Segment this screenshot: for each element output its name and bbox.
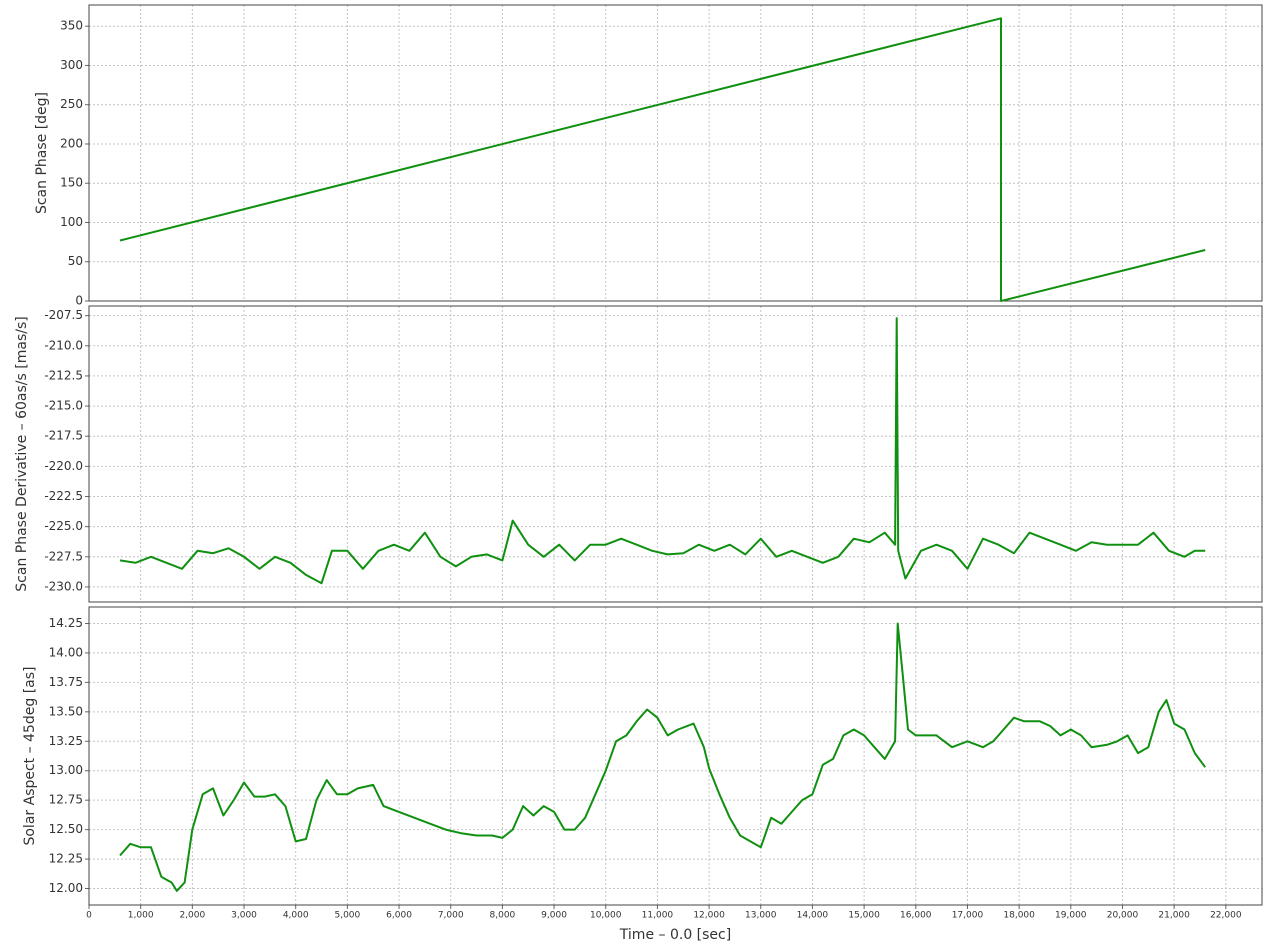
- y-axis-label: Scan Phase [deg]: [34, 92, 50, 214]
- y-tick-label: 12.25: [49, 852, 83, 866]
- x-tick-label: 11,000: [642, 911, 674, 921]
- y-tick-label: 350: [60, 19, 83, 33]
- x-tick-label: 5,000: [334, 911, 360, 921]
- x-tick-label: 14,000: [797, 911, 829, 921]
- y-tick-label: 300: [60, 58, 83, 72]
- plot-area: [88, 606, 1263, 906]
- x-tick-label: 1,000: [128, 911, 154, 921]
- y-tick-label: 12.00: [49, 881, 83, 895]
- plot-border: [88, 305, 1263, 603]
- y-tick-label: 13.25: [49, 734, 83, 748]
- x-tick-label: 18,000: [1003, 911, 1035, 921]
- y-tick-label: -207.5: [44, 308, 83, 322]
- y-axis-label: Solar Aspect – 45deg [as]: [22, 666, 38, 845]
- y-tick-label: 13.50: [49, 704, 83, 718]
- x-tick-label: 2,000: [179, 911, 205, 921]
- x-tick-label: 4,000: [283, 911, 309, 921]
- plot-area: [88, 4, 1263, 302]
- x-tick-label: 20,000: [1107, 911, 1139, 921]
- plot-border: [88, 606, 1263, 906]
- x-tick-label: 12,000: [693, 911, 725, 921]
- x-tick-label: 19,000: [1055, 911, 1087, 921]
- y-tick-label: -210.0: [44, 338, 83, 352]
- y-tick-label: -230.0: [44, 579, 83, 593]
- y-tick-label: -222.5: [44, 489, 83, 503]
- y-tick-label: 13.00: [49, 763, 83, 777]
- y-tick-label: 0: [75, 294, 83, 308]
- plot-border: [88, 4, 1263, 302]
- y-tick-label: 14.25: [49, 616, 83, 630]
- x-tick-label: 21,000: [1158, 911, 1190, 921]
- y-tick-label: 12.50: [49, 822, 83, 836]
- y-tick-label: -215.0: [44, 399, 83, 413]
- y-axis-label: Scan Phase Derivative – 60as/s [mas/s]: [14, 316, 30, 591]
- y-tick-label: -225.0: [44, 519, 83, 533]
- x-tick-label: 13,000: [745, 911, 777, 921]
- y-tick-label: 150: [60, 176, 83, 190]
- x-tick-label: 3,000: [231, 911, 257, 921]
- x-tick-label: 10,000: [590, 911, 622, 921]
- y-tick-label: 13.75: [49, 675, 83, 689]
- data-line: [119, 17, 1206, 302]
- x-tick-label: 8,000: [490, 911, 516, 921]
- y-tick-label: 250: [60, 97, 83, 111]
- plot-area: [88, 305, 1263, 603]
- x-tick-label: 15,000: [848, 911, 880, 921]
- y-tick-label: -220.0: [44, 459, 83, 473]
- y-tick-label: 12.75: [49, 793, 83, 807]
- y-tick-label: 100: [60, 215, 83, 229]
- data-line: [119, 622, 1207, 892]
- x-tick-label: 17,000: [952, 911, 984, 921]
- x-tick-label: 9,000: [541, 911, 567, 921]
- y-tick-label: 14.00: [49, 645, 83, 659]
- y-tick-label: 200: [60, 136, 83, 150]
- x-tick-label: 16,000: [900, 911, 932, 921]
- x-tick-label: 6,000: [386, 911, 412, 921]
- x-tick-label: 22,000: [1210, 911, 1242, 921]
- data-line: [119, 317, 1206, 585]
- x-axis-label: Time – 0.0 [sec]: [619, 927, 731, 943]
- y-tick-label: -212.5: [44, 368, 83, 382]
- y-tick-label: -227.5: [44, 549, 83, 563]
- x-tick-label: 0: [86, 911, 92, 921]
- y-tick-label: 50: [68, 254, 83, 268]
- x-tick-label: 7,000: [438, 911, 464, 921]
- y-tick-label: -217.5: [44, 429, 83, 443]
